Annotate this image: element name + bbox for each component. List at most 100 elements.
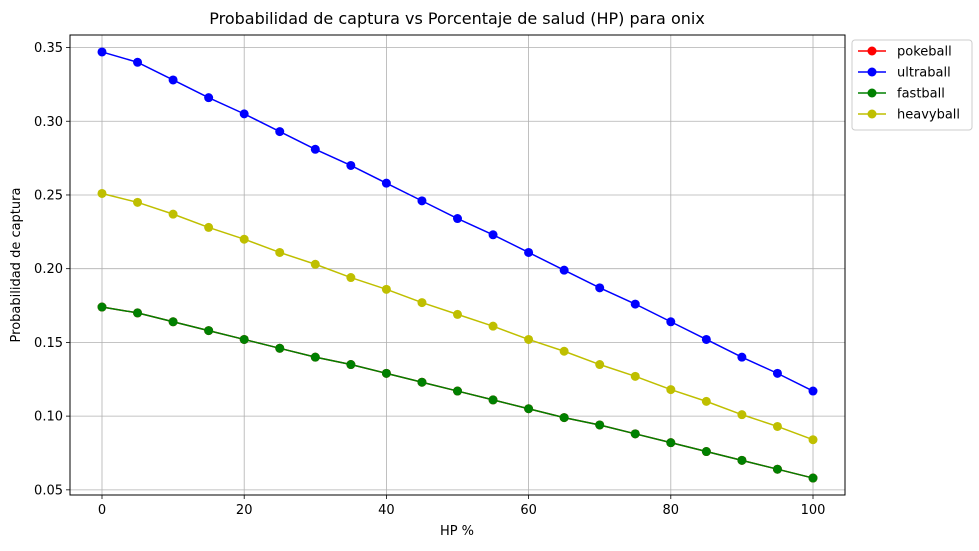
data-point-fastball (808, 473, 818, 483)
data-point-heavyball (275, 247, 285, 257)
y-tick-label: 0.35 (34, 41, 63, 56)
series-ultraball (97, 47, 818, 396)
data-point-ultraball (97, 47, 107, 57)
data-point-heavyball (97, 188, 107, 198)
x-tick-label: 20 (236, 503, 253, 518)
data-point-ultraball (488, 230, 498, 240)
data-point-heavyball (524, 334, 534, 344)
y-tick-label: 0.05 (34, 483, 63, 498)
y-tick-label: 0.20 (34, 262, 63, 277)
data-point-fastball (239, 334, 249, 344)
y-tick-label: 0.25 (34, 188, 63, 203)
data-point-fastball (772, 464, 782, 474)
data-point-heavyball (239, 234, 249, 244)
data-point-ultraball (595, 283, 605, 293)
data-point-ultraball (737, 352, 747, 362)
data-point-fastball (701, 447, 711, 457)
legend-item-pokeball: pokeball (858, 45, 952, 60)
y-tick-label: 0.15 (34, 336, 63, 351)
legend-item-ultraball: ultraball (858, 66, 951, 81)
data-point-heavyball (381, 284, 391, 294)
data-point-ultraball (346, 160, 356, 170)
data-point-heavyball (204, 222, 214, 232)
legend-box (851, 39, 973, 131)
data-point-ultraball (701, 334, 711, 344)
legend-label: heavyball (897, 108, 960, 123)
data-point-fastball (97, 302, 107, 312)
data-point-ultraball (204, 93, 214, 103)
data-point-ultraball (630, 299, 640, 309)
series-fastball (97, 302, 818, 483)
data-point-ultraball (666, 317, 676, 327)
data-point-ultraball (417, 196, 427, 206)
data-point-ultraball (381, 178, 391, 188)
data-point-fastball (630, 429, 640, 439)
series-heavyball (97, 188, 818, 445)
y-axis-label: Probabilidad de captura (9, 188, 24, 343)
data-point-heavyball (346, 273, 356, 283)
ticks: 0 20 40 60 80 100 0.05 0.10 0.15 0.20 0.25 0.30 0.35 (34, 41, 825, 518)
data-point-heavyball (133, 197, 143, 207)
legend-swatch-marker (867, 109, 877, 119)
legend-item-fastball: fastball (858, 87, 945, 102)
grid (70, 35, 845, 495)
data-point-ultraball (772, 368, 782, 378)
legend: pokeball ultraball fastball heavyball (851, 39, 973, 131)
data-point-fastball (275, 343, 285, 353)
x-tick-label: 0 (98, 503, 106, 518)
data-point-heavyball (559, 346, 569, 356)
data-point-ultraball (453, 214, 462, 224)
data-point-fastball (488, 395, 498, 405)
data-point-fastball (559, 413, 569, 423)
legend-label: fastball (897, 87, 945, 102)
data-point-ultraball (239, 109, 249, 119)
data-point-fastball (737, 455, 747, 465)
data-point-ultraball (524, 247, 534, 257)
data-point-fastball (310, 352, 320, 362)
x-tick-label: 100 (801, 503, 826, 518)
data-point-heavyball (417, 298, 427, 308)
x-axis-label: HP % (440, 524, 474, 539)
legend-item-heavyball: heavyball (858, 108, 960, 123)
data-point-heavyball (701, 396, 711, 406)
series-layer (97, 47, 818, 483)
data-point-heavyball (630, 371, 640, 381)
data-point-fastball (381, 368, 391, 378)
legend-swatch-marker (867, 67, 877, 77)
data-point-fastball (453, 386, 462, 396)
legend-swatch-marker (867, 46, 877, 56)
data-point-heavyball (310, 259, 320, 269)
data-point-fastball (133, 308, 143, 318)
plot-frame (69, 34, 846, 496)
x-tick-label: 80 (663, 503, 680, 518)
data-point-fastball (666, 438, 676, 448)
data-point-heavyball (666, 385, 676, 395)
data-point-ultraball (133, 57, 143, 67)
data-point-ultraball (559, 265, 569, 275)
data-point-ultraball (310, 144, 320, 154)
data-point-ultraball (808, 386, 818, 396)
data-point-heavyball (772, 421, 782, 431)
data-point-fastball (346, 360, 356, 370)
data-point-heavyball (168, 209, 178, 219)
data-point-fastball (524, 404, 534, 414)
y-tick-label: 0.10 (34, 410, 63, 425)
data-point-heavyball (488, 321, 498, 331)
data-point-heavyball (737, 410, 747, 420)
y-tick-label: 0.30 (34, 115, 63, 130)
data-point-ultraball (168, 75, 178, 85)
data-point-heavyball (808, 435, 818, 445)
legend-label: pokeball (897, 45, 952, 60)
legend-swatch-marker (867, 88, 877, 98)
data-point-heavyball (453, 309, 462, 319)
data-point-fastball (417, 377, 427, 387)
data-point-heavyball (595, 360, 605, 370)
data-point-fastball (595, 420, 605, 430)
data-point-ultraball (275, 127, 285, 137)
data-point-fastball (204, 326, 214, 336)
chart-title: Probabilidad de captura vs Porcentaje de… (209, 9, 705, 28)
x-tick-label: 60 (520, 503, 537, 518)
